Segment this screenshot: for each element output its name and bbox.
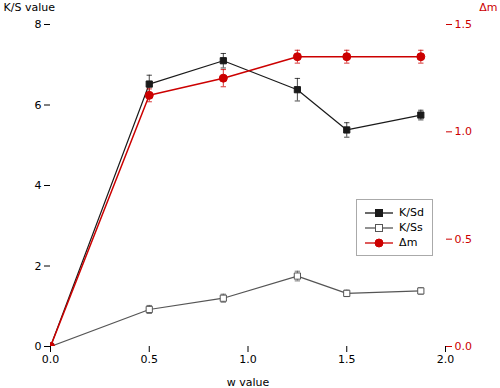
svg-text:2.0: 2.0 xyxy=(437,353,455,366)
svg-text:2: 2 xyxy=(35,260,42,273)
svg-text:1.0: 1.0 xyxy=(455,125,473,138)
svg-text:8: 8 xyxy=(35,18,42,31)
svg-text:0.5: 0.5 xyxy=(455,233,473,246)
svg-text:4: 4 xyxy=(35,179,42,192)
html-text:K/Ss: K/Ss xyxy=(399,221,423,234)
html-text:K/Sd: K/Sd xyxy=(399,206,424,219)
svg-text:1.0: 1.0 xyxy=(239,353,257,366)
html-text:Δm: Δm xyxy=(399,236,418,249)
svg-text:0.5: 0.5 xyxy=(141,353,159,366)
svg-text:K/S value: K/S value xyxy=(4,1,56,14)
svg-text:6: 6 xyxy=(35,99,42,112)
svg-text:1.5: 1.5 xyxy=(455,18,473,31)
svg-text:0.0: 0.0 xyxy=(455,340,473,353)
svg-text:Δm: Δm xyxy=(479,1,497,14)
svg-text:1.5: 1.5 xyxy=(338,353,356,366)
svg-text:0.0: 0.0 xyxy=(42,353,60,366)
svg-text:0: 0 xyxy=(35,340,42,353)
svg-text:w value: w value xyxy=(227,376,270,388)
